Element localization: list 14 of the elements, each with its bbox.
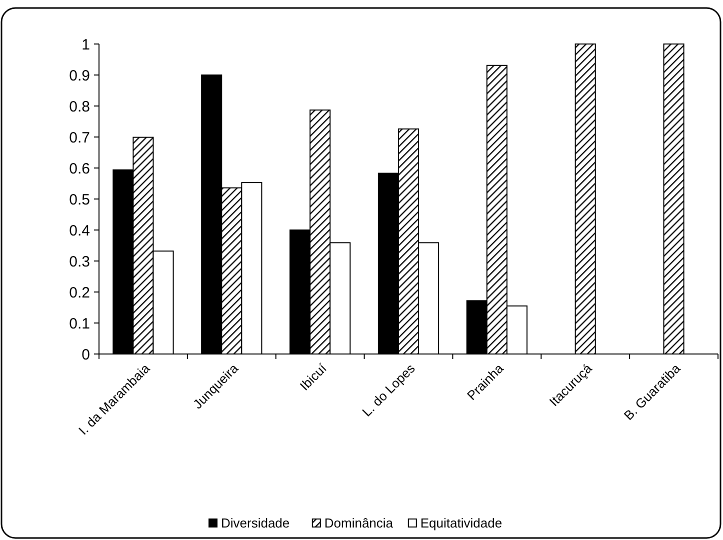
legend-label: Diversidade <box>221 516 290 531</box>
y-tick-label: 0.5 <box>69 191 90 208</box>
y-tick-label: 0.1 <box>69 315 90 332</box>
y-tick-label: 0.9 <box>69 67 90 84</box>
y-tick-label: 0.2 <box>69 284 90 302</box>
y-tick-label: 0.7 <box>69 129 90 146</box>
y-tick-label: 0.4 <box>69 222 90 240</box>
y-tick-label: 1 <box>82 36 90 54</box>
y-tick-label: 0.6 <box>69 160 90 178</box>
y-tick-label: 0 <box>82 346 90 364</box>
y-tick-label: 0.8 <box>69 98 90 116</box>
legend-label: Dominância <box>324 516 394 531</box>
legend-label: Equitatividade <box>420 516 502 531</box>
y-tick-label: 0.3 <box>69 253 90 270</box>
